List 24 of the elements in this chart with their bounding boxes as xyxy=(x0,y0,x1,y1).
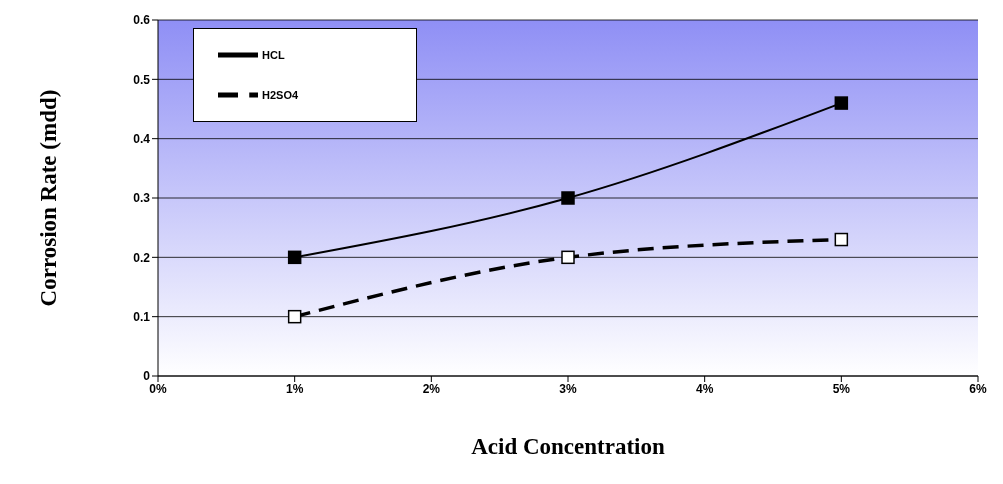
y-axis-title: Corrosion Rate (mdd) xyxy=(36,89,62,307)
x-tick-label: 5% xyxy=(832,381,851,396)
y-tick-label: 0.5 xyxy=(133,72,151,87)
y-tick-label: 0 xyxy=(143,369,151,384)
y-tick-label: 0.3 xyxy=(133,191,151,206)
x-tick-label: 3% xyxy=(559,381,577,396)
point xyxy=(287,309,302,324)
point xyxy=(287,250,302,265)
legend-label: HCL xyxy=(262,48,285,61)
point xyxy=(561,250,575,265)
y-tick-label: 0.4 xyxy=(133,131,151,146)
point xyxy=(834,96,849,110)
y-tick-label: 0.2 xyxy=(133,250,151,265)
point xyxy=(834,232,849,247)
x-tick-label: 6% xyxy=(969,381,987,396)
legend-label: H2SO4 xyxy=(262,88,299,101)
x-axis-title: Acid Concentration xyxy=(471,434,665,460)
x-tick-label: 0% xyxy=(149,381,167,396)
x-tick-label: 1% xyxy=(285,381,304,396)
y-tick-label: 0.1 xyxy=(133,309,151,324)
x-tick-label: 4% xyxy=(695,381,714,396)
y-tick-label: 0.6 xyxy=(133,13,151,28)
point xyxy=(561,191,575,205)
x-tick-label: 2% xyxy=(422,381,441,396)
